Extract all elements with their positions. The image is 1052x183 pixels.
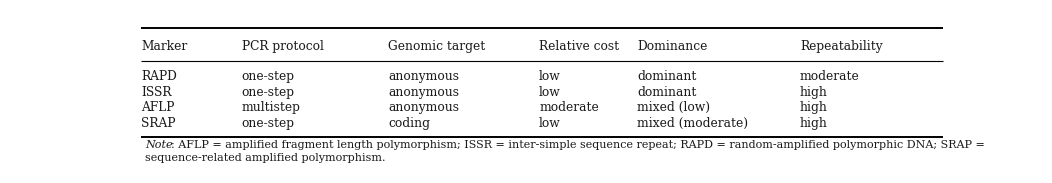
Text: high: high: [801, 101, 828, 114]
Text: PCR protocol: PCR protocol: [242, 40, 323, 53]
Text: Dominance: Dominance: [638, 40, 707, 53]
Text: mixed (low): mixed (low): [638, 101, 710, 114]
Text: dominant: dominant: [638, 70, 696, 83]
Text: mixed (moderate): mixed (moderate): [638, 117, 748, 130]
Text: Relative cost: Relative cost: [540, 40, 620, 53]
Text: low: low: [540, 70, 561, 83]
Text: Repeatability: Repeatability: [801, 40, 883, 53]
Text: low: low: [540, 86, 561, 99]
Text: dominant: dominant: [638, 86, 696, 99]
Text: moderate: moderate: [540, 101, 599, 114]
Text: one-step: one-step: [242, 86, 295, 99]
Text: low: low: [540, 117, 561, 130]
Text: coding: coding: [388, 117, 430, 130]
Text: : AFLP = amplified fragment length polymorphism; ISSR = inter-simple sequence re: : AFLP = amplified fragment length polym…: [171, 140, 986, 150]
Text: anonymous: anonymous: [388, 86, 460, 99]
Text: moderate: moderate: [801, 70, 859, 83]
Text: high: high: [801, 86, 828, 99]
Text: Marker: Marker: [141, 40, 187, 53]
Text: Genomic target: Genomic target: [388, 40, 486, 53]
Text: SRAP: SRAP: [141, 117, 176, 130]
Text: AFLP: AFLP: [141, 101, 175, 114]
Text: Note: Note: [145, 140, 173, 150]
Text: ISSR: ISSR: [141, 86, 171, 99]
Text: one-step: one-step: [242, 70, 295, 83]
Text: sequence-related amplified polymorphism.: sequence-related amplified polymorphism.: [145, 152, 386, 163]
Text: multistep: multistep: [242, 101, 301, 114]
Text: anonymous: anonymous: [388, 101, 460, 114]
Text: high: high: [801, 117, 828, 130]
Text: one-step: one-step: [242, 117, 295, 130]
Text: anonymous: anonymous: [388, 70, 460, 83]
Text: RAPD: RAPD: [141, 70, 177, 83]
